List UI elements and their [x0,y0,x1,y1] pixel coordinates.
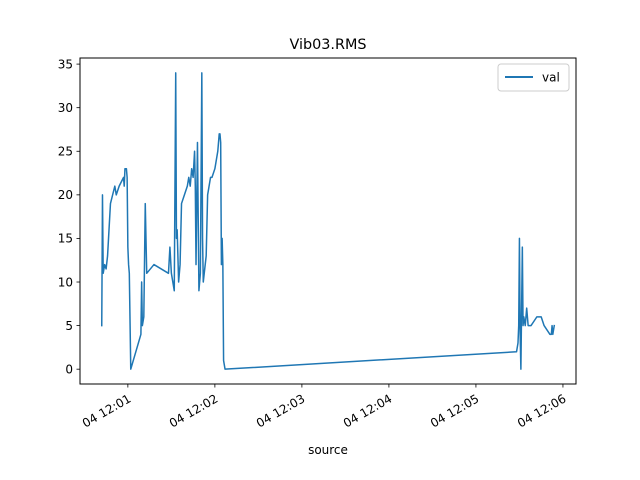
y-tick-label: 25 [58,145,73,159]
y-axis: 0 5 10 15 20 25 30 35 [58,57,80,376]
y-tick-label: 20 [58,188,73,202]
y-tick-label: 35 [58,57,73,71]
y-tick-label: 5 [65,319,73,333]
legend-box [497,63,570,92]
y-tick-label: 10 [58,275,73,289]
y-tick-label: 15 [58,232,73,246]
legend: val [497,63,570,92]
x-axis-label: source [308,443,348,457]
legend-label-val: val [542,71,560,85]
series-line-val [100,72,556,370]
y-tick-label: 30 [58,101,73,115]
series-layer [100,72,556,370]
y-tick-label: 0 [65,362,73,376]
chart-title: Vib03.RMS [289,37,366,53]
axes-frame [79,57,577,385]
